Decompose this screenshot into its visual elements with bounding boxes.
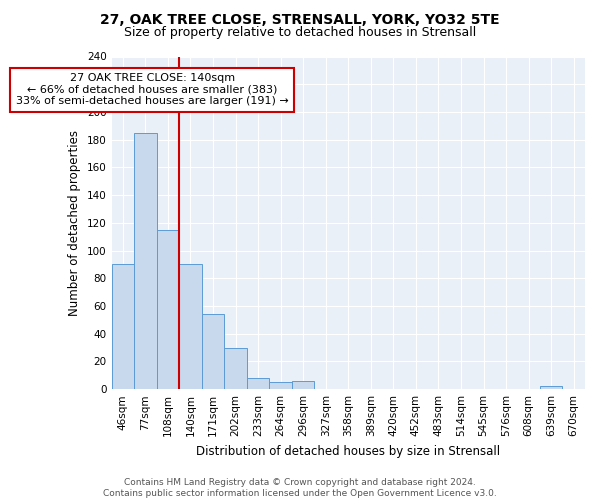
Bar (112, 264, 134, 389)
Bar (269, 382, 292, 389)
Bar (179, 264, 202, 389)
Bar (224, 348, 247, 389)
Y-axis label: Number of detached properties: Number of detached properties (68, 130, 82, 316)
Text: 27, OAK TREE CLOSE, STRENSALL, YORK, YO32 5TE: 27, OAK TREE CLOSE, STRENSALL, YORK, YO3… (100, 12, 500, 26)
Bar (247, 378, 269, 389)
Bar (202, 314, 224, 389)
Text: 27 OAK TREE CLOSE: 140sqm
← 66% of detached houses are smaller (383)
33% of semi: 27 OAK TREE CLOSE: 140sqm ← 66% of detac… (16, 73, 289, 106)
Text: Contains HM Land Registry data © Crown copyright and database right 2024.
Contai: Contains HM Land Registry data © Crown c… (103, 478, 497, 498)
Text: Size of property relative to detached houses in Strensall: Size of property relative to detached ho… (124, 26, 476, 39)
Bar (157, 230, 179, 389)
X-axis label: Distribution of detached houses by size in Strensall: Distribution of detached houses by size … (196, 444, 500, 458)
Bar (134, 132, 157, 389)
Bar (540, 386, 562, 389)
Bar (292, 381, 314, 389)
